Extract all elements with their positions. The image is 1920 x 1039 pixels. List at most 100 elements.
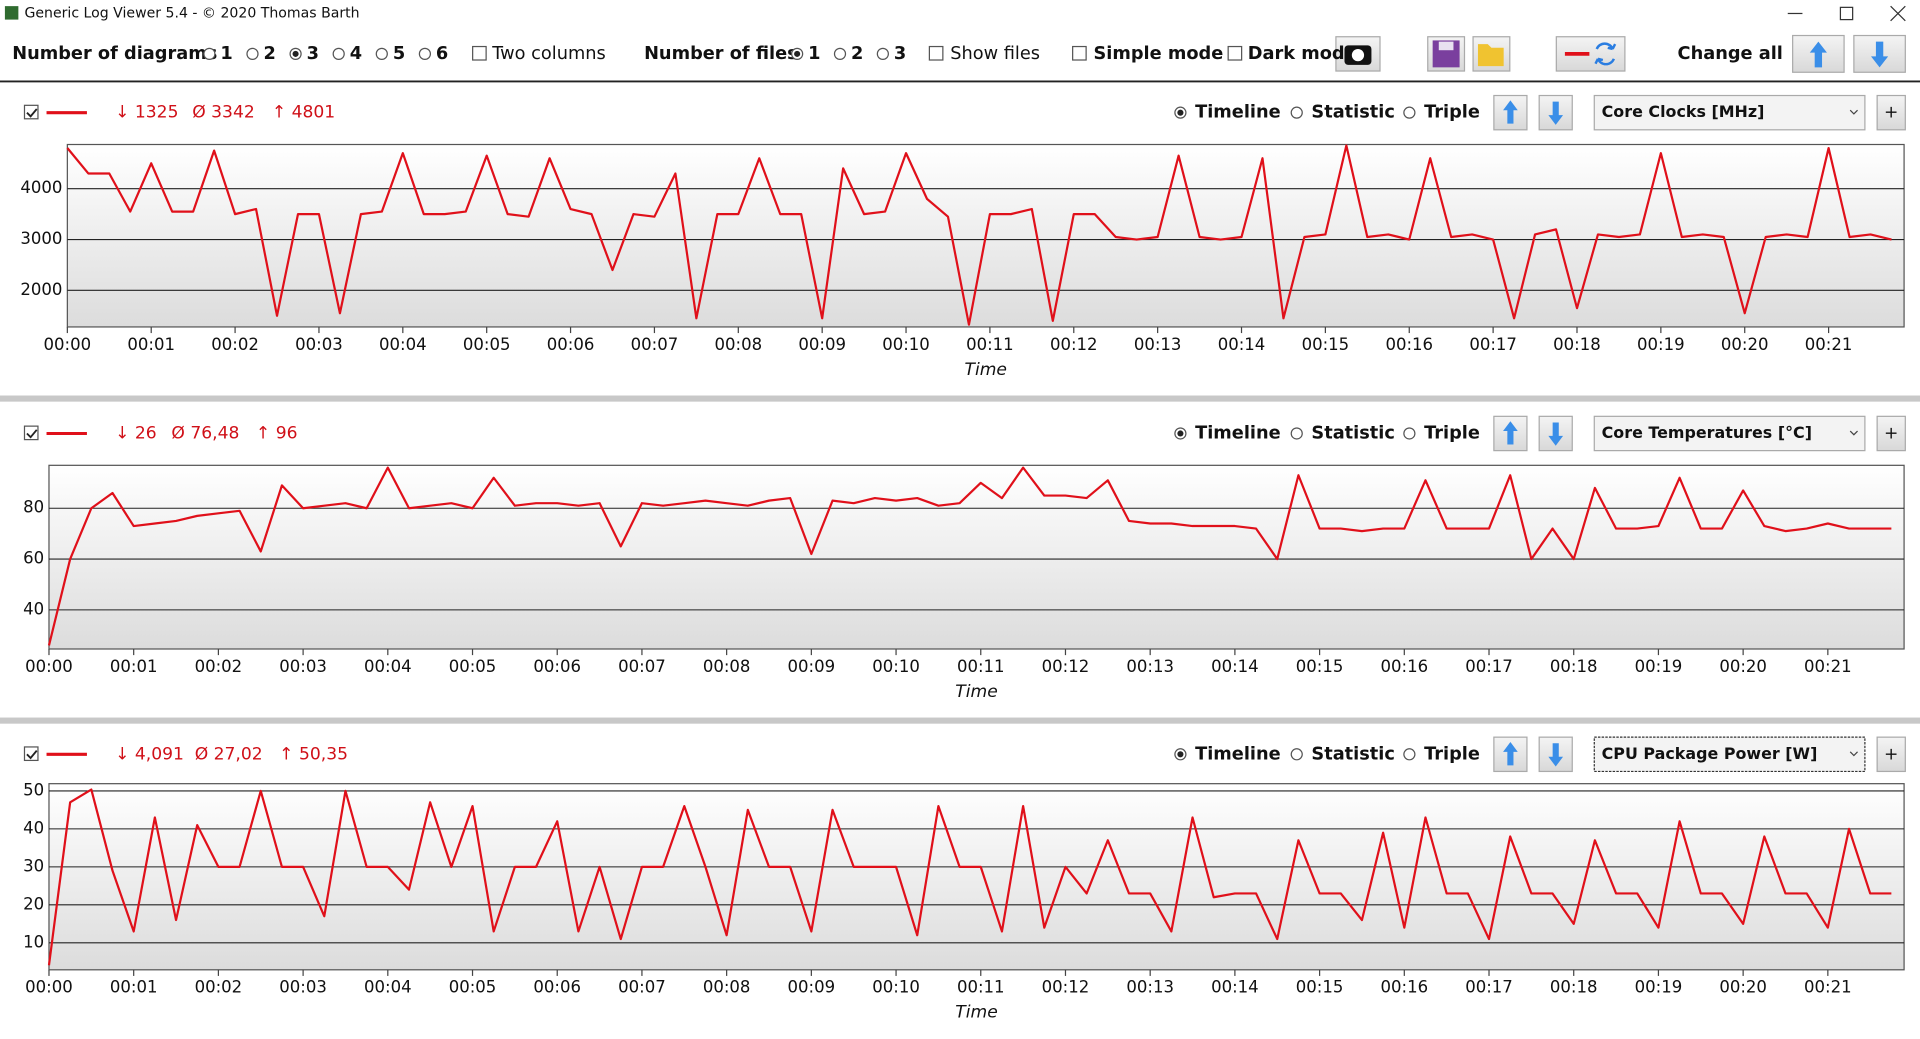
y-tick-label: 4000 <box>20 178 62 197</box>
x-tick-label: 00:10 <box>882 335 930 354</box>
stat-value: ↑ 96 <box>256 423 298 443</box>
x-tick-label: 00:05 <box>463 335 511 354</box>
x-tick-label: 00:14 <box>1218 335 1266 354</box>
radio-button[interactable] <box>1403 427 1416 440</box>
camera-lens <box>1351 48 1365 62</box>
x-tick-label: 00:11 <box>966 335 1014 354</box>
x-tick-label: 00:18 <box>1550 978 1598 997</box>
radio-button[interactable] <box>1290 748 1303 761</box>
checkbox[interactable] <box>1227 45 1243 61</box>
x-tick-label: 00:08 <box>714 335 762 354</box>
floppy-label <box>1438 41 1454 51</box>
radio-button[interactable] <box>1290 427 1303 440</box>
move-all-up-button[interactable] <box>1792 34 1845 73</box>
y-tick-label: 60 <box>23 549 44 568</box>
radio-dot <box>794 50 801 57</box>
x-tick-label: 00:09 <box>788 657 836 676</box>
stat-value: ↑ 50,35 <box>279 744 348 764</box>
stat-value: ↓ 1325 <box>115 103 178 123</box>
view-option: Statistic <box>1311 423 1394 443</box>
checkmark <box>26 750 38 760</box>
radio-button[interactable] <box>418 47 432 61</box>
stat-value: Ø 3342 <box>192 103 255 123</box>
dropdown-chevron <box>1849 430 1858 436</box>
x-tick-label: 00:21 <box>1804 978 1852 997</box>
channel-dropdown[interactable] <box>1593 94 1866 131</box>
radio-button[interactable] <box>1403 106 1416 119</box>
folder-icon <box>1477 44 1504 67</box>
x-tick-label: 00:04 <box>379 335 427 354</box>
y-tick-label: 80 <box>23 498 44 517</box>
x-tick-label: 00:16 <box>1381 978 1429 997</box>
radio-button[interactable] <box>203 47 216 61</box>
x-tick-label: 00:16 <box>1381 657 1429 676</box>
x-tick-label: 00:04 <box>364 657 412 676</box>
view-option: Triple <box>1424 744 1480 764</box>
x-tick-label: 00:03 <box>295 335 343 354</box>
screenshot-button[interactable] <box>1335 36 1381 72</box>
view-option: Statistic <box>1311 744 1394 764</box>
line-refresh-button[interactable] <box>1555 36 1626 72</box>
save-button[interactable] <box>1427 36 1466 72</box>
x-tick-label: 00:03 <box>279 978 327 997</box>
view-option: Triple <box>1424 423 1480 443</box>
radio-button[interactable] <box>332 47 345 61</box>
radio-button[interactable] <box>246 47 259 61</box>
refresh-icon <box>1594 42 1617 66</box>
checkmark <box>26 108 38 118</box>
add-button[interactable] <box>1876 415 1906 452</box>
channel-dropdown[interactable] <box>1593 736 1866 773</box>
app-icon <box>4 6 19 20</box>
radio-button[interactable] <box>833 47 847 61</box>
x-tick-label: 00:00 <box>44 335 92 354</box>
x-tick-label: 00:13 <box>1126 978 1174 997</box>
move-all-down-button[interactable] <box>1853 34 1906 73</box>
add-button-label: + <box>1884 103 1898 123</box>
x-tick-label: 00:12 <box>1042 978 1090 997</box>
up-arrow-icon <box>1503 421 1518 445</box>
window-title: Generic Log Viewer 5.4 - © 2020 Thomas B… <box>24 5 359 21</box>
x-tick-label: 00:19 <box>1637 335 1685 354</box>
x-tick-label: 00:07 <box>618 978 666 997</box>
x-tick-label: 00:03 <box>279 657 327 676</box>
x-tick-label: 00:17 <box>1465 657 1513 676</box>
plot-area <box>48 464 1905 650</box>
data-line <box>66 144 1892 326</box>
simple-mode-label: Simple mode <box>1093 44 1223 64</box>
checkbox[interactable] <box>23 425 39 441</box>
restore-button[interactable] <box>1839 6 1854 21</box>
down-arrow-icon <box>1548 422 1564 446</box>
checkbox[interactable] <box>23 746 39 762</box>
radio-button[interactable] <box>1290 106 1303 119</box>
radio-dot <box>292 50 299 57</box>
add-button[interactable] <box>1876 736 1906 773</box>
diagram-option: 1 <box>220 44 232 64</box>
files-label: Number of files <box>644 44 798 64</box>
channel-dropdown[interactable] <box>1593 415 1866 452</box>
up-arrow-icon <box>1809 41 1827 68</box>
checkbox[interactable] <box>472 45 487 61</box>
up-arrow-icon <box>1503 742 1518 766</box>
radio-button[interactable] <box>1403 748 1416 761</box>
radio-button[interactable] <box>375 47 388 61</box>
checkbox[interactable] <box>928 45 944 61</box>
x-tick-label: 00:08 <box>703 978 751 997</box>
x-tick-label: 00:01 <box>127 335 175 354</box>
checkbox[interactable] <box>1072 45 1087 61</box>
radio-dot <box>1177 430 1184 437</box>
x-tick-label: 00:06 <box>547 335 595 354</box>
x-tick-label: 00:06 <box>533 978 581 997</box>
x-tick-label: 00:04 <box>364 978 412 997</box>
radio-button[interactable] <box>876 47 889 61</box>
data-line <box>47 466 1892 646</box>
x-tick-label: 00:20 <box>1721 335 1769 354</box>
open-button[interactable] <box>1472 36 1511 72</box>
close-button[interactable] <box>1890 5 1906 22</box>
stat-value: ↑ 4801 <box>272 103 335 123</box>
y-tick-label: 10 <box>23 932 44 951</box>
add-button[interactable] <box>1876 94 1906 131</box>
stat-value: Ø 27,02 <box>195 744 263 764</box>
panel-separator <box>0 395 1920 402</box>
checkbox[interactable] <box>23 104 39 120</box>
